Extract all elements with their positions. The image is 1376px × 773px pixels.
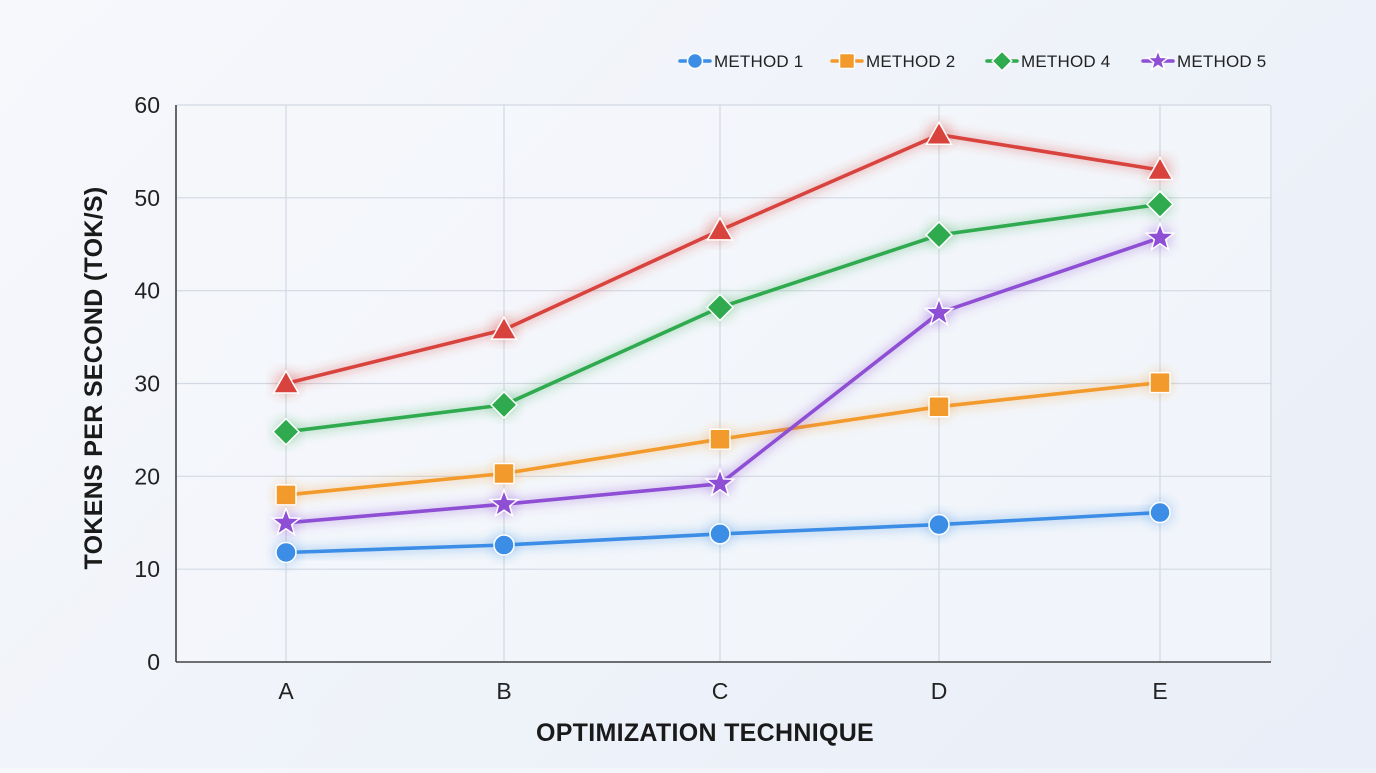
series-layer <box>270 120 1176 567</box>
data-point <box>493 462 515 485</box>
data-point <box>271 417 301 446</box>
x-tick-label: E <box>1152 678 1167 704</box>
data-point <box>1149 501 1171 524</box>
data-point <box>275 484 297 506</box>
series-2 <box>272 368 1174 509</box>
legend-item: METHOD 5 <box>1141 47 1266 72</box>
legend-item: METHOD 4 <box>985 50 1110 72</box>
y-tick-label: 0 <box>147 649 160 675</box>
y-tick-label: 30 <box>134 371 160 397</box>
data-point <box>1145 190 1175 219</box>
x-tick-label: A <box>278 678 294 704</box>
y-tick-label: 10 <box>134 556 160 582</box>
data-point <box>928 395 950 418</box>
data-point <box>275 541 297 564</box>
data-point <box>270 506 302 537</box>
y-tick-label: 60 <box>134 92 160 118</box>
x-axis-title: OPTIMIZATION TECHNIQUE <box>536 719 874 747</box>
x-tick-label: D <box>931 678 948 704</box>
data-point <box>1149 371 1171 394</box>
y-tick-label: 20 <box>134 463 160 489</box>
legend: METHOD 1 METHOD 2 METHOD 4 METHOD 5 <box>678 47 1266 72</box>
y-tick-label: 40 <box>134 278 160 304</box>
series-1 <box>272 498 1174 567</box>
data-point <box>925 120 953 145</box>
y-tick-label: 50 <box>134 185 160 211</box>
y-axis-title: TOKENS PER SECOND (TOK/S) <box>80 186 108 569</box>
legend-label: METHOD 4 <box>1021 52 1110 71</box>
series-4 <box>271 190 1175 446</box>
data-point <box>928 513 950 536</box>
data-point <box>489 390 519 419</box>
data-point <box>490 315 518 340</box>
data-point <box>704 467 736 498</box>
legend-item: METHOD 1 <box>678 52 803 71</box>
legend-marker-star <box>1145 47 1171 72</box>
series-5 <box>270 221 1176 537</box>
x-tick-label: C <box>712 678 729 704</box>
legend-item: METHOD 2 <box>830 52 955 71</box>
legend-label: METHOD 1 <box>714 52 803 71</box>
legend-marker-square <box>838 52 856 70</box>
legend-label: METHOD 2 <box>866 52 955 71</box>
axes: 0 10 20 30 40 50 60 A B C D E <box>134 92 1271 704</box>
series-3 <box>272 120 1174 398</box>
data-point <box>923 296 955 327</box>
data-point <box>488 487 520 518</box>
legend-marker-circle <box>686 52 704 70</box>
data-point <box>1144 221 1176 252</box>
data-point <box>709 523 731 545</box>
legend-label: METHOD 5 <box>1177 52 1266 71</box>
data-point <box>706 216 734 241</box>
data-point <box>705 293 735 322</box>
data-point <box>924 220 954 250</box>
data-point <box>709 428 731 450</box>
data-point <box>272 369 300 394</box>
data-point <box>493 534 515 556</box>
legend-marker-diamond <box>991 50 1013 72</box>
data-point <box>1146 155 1174 181</box>
x-tick-label: B <box>496 678 511 704</box>
